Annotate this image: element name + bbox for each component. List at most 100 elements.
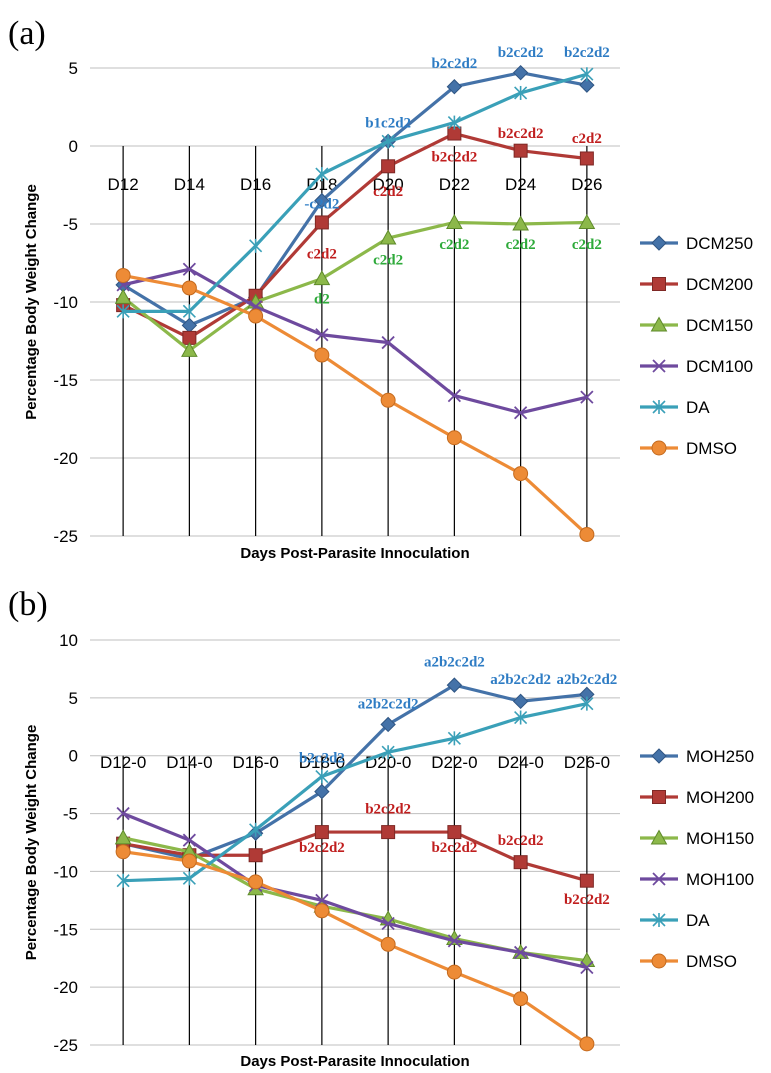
data-point: [314, 215, 329, 230]
data-point: [381, 916, 395, 931]
legend-item: MOH200: [640, 788, 754, 807]
x-tick-label: D14-0: [166, 753, 212, 772]
x-tick-label: D22-0: [431, 753, 477, 772]
annotation-label: c2d2: [439, 237, 469, 253]
data-point: [381, 745, 395, 760]
data-point: [580, 67, 594, 82]
y-tick-label: -5: [63, 215, 78, 234]
annotation-label: a2b2c2d2: [490, 672, 551, 688]
annotation-label: b2c2d2: [431, 840, 477, 856]
x-tick-label: D12-0: [100, 753, 146, 772]
y-tick-label: 10: [59, 631, 78, 650]
series-MOH200: [116, 825, 594, 888]
data-point: [580, 960, 594, 975]
data-point: [248, 308, 264, 324]
annotation-label: c2d2: [506, 237, 536, 253]
y-tick-label: -10: [53, 293, 78, 312]
data-point: [447, 731, 461, 746]
data-point: [181, 853, 197, 869]
legend: DCM250 DCM200 DCM150 DCM100 DA DMSO: [640, 234, 753, 458]
x-tick-label: D16: [240, 175, 271, 194]
chart-panel-0: (a) 5 0 -5 -10 -15 -20 -25 D12 D14 D16 D18 D20 D22 D24…: [8, 15, 753, 562]
annotation-label: d2: [314, 292, 330, 308]
x-tick-label: D26-0: [564, 753, 610, 772]
y-tick-label: -5: [63, 805, 78, 824]
data-point: [315, 328, 329, 342]
legend-label: MOH100: [686, 870, 754, 889]
data-point: [514, 85, 528, 100]
data-point: [181, 317, 198, 334]
data-point: [115, 267, 131, 283]
annotation-label: b2c2d2: [498, 833, 544, 849]
annotation-label: b2c2d2: [431, 56, 477, 72]
x-tick-label: D14: [174, 175, 205, 194]
series-line: [123, 702, 588, 883]
series-line: [122, 850, 588, 1046]
x-tick-label: D18: [306, 175, 337, 194]
data-point: [314, 825, 329, 840]
legend-item: MOH100: [640, 870, 754, 889]
legend-item: DCM200: [640, 275, 753, 294]
data-point: [314, 783, 330, 800]
legend-label: MOH200: [686, 788, 754, 807]
data-point: [513, 143, 528, 158]
x-tick-label: D24: [505, 175, 536, 194]
data-point: [580, 696, 594, 711]
legend-item: DCM100: [640, 357, 753, 376]
annotation-label: a2b2c2d2: [556, 672, 617, 688]
annotation-label: c2d2: [572, 237, 602, 253]
x-tick-label: D20: [373, 175, 404, 194]
series-line: [122, 273, 588, 536]
data-point: [315, 769, 329, 784]
data-point: [381, 159, 396, 174]
y-axis-title: Percentage Body Weight Change: [23, 725, 40, 961]
legend-marker: [651, 440, 667, 456]
series-DMSO: [115, 844, 595, 1052]
data-point: [579, 873, 594, 888]
data-point: [446, 213, 463, 229]
data-point: [115, 844, 131, 860]
legend-marker: [652, 913, 666, 927]
data-point: [380, 936, 396, 952]
data-point: [181, 280, 197, 296]
annotation-label: c2d2: [373, 253, 403, 269]
data-point: [182, 833, 197, 847]
annotation-label: c2d2: [572, 131, 602, 147]
data-point: [182, 871, 196, 886]
data-point: [114, 829, 132, 845]
legend-marker: [651, 235, 667, 251]
series-line: [122, 71, 588, 327]
data-point: [116, 873, 130, 888]
x-axis-title: Days Post-Parasite Innoculation: [240, 545, 469, 562]
legend-label: MOH150: [686, 829, 754, 848]
data-point: [381, 134, 395, 149]
data-point: [116, 806, 130, 821]
y-tick-label: 0: [69, 747, 78, 766]
data-point: [512, 64, 529, 81]
series-line: [122, 830, 588, 883]
data-point: [513, 406, 528, 420]
legend-marker: [651, 953, 667, 969]
chart-panel-1: (b) 10 5 0 -5 -10 -15 -20 -25 D12-0 D14-0 D16-0 D18-…: [8, 586, 754, 1070]
x-tick-label: D12: [108, 175, 139, 194]
legend-item: DCM250: [640, 234, 753, 253]
data-point: [578, 213, 596, 229]
legend-marker: [652, 277, 666, 291]
annotation-label: b2c2d2: [564, 45, 610, 61]
data-point: [314, 347, 330, 363]
data-point: [248, 848, 263, 863]
legend-marker: [650, 829, 668, 845]
legend-label: DMSO: [686, 439, 737, 458]
data-point: [580, 390, 594, 404]
y-tick-label: 0: [69, 137, 78, 156]
data-point: [248, 874, 264, 890]
annotation-label: b2c2d2: [498, 45, 544, 61]
series-DA: [116, 696, 594, 888]
series-DCM100: [116, 262, 594, 420]
data-point: [313, 270, 331, 286]
series-line: [123, 72, 588, 313]
y-tick-label: -15: [53, 920, 78, 939]
legend-label: DCM250: [686, 234, 753, 253]
data-point: [446, 964, 462, 980]
